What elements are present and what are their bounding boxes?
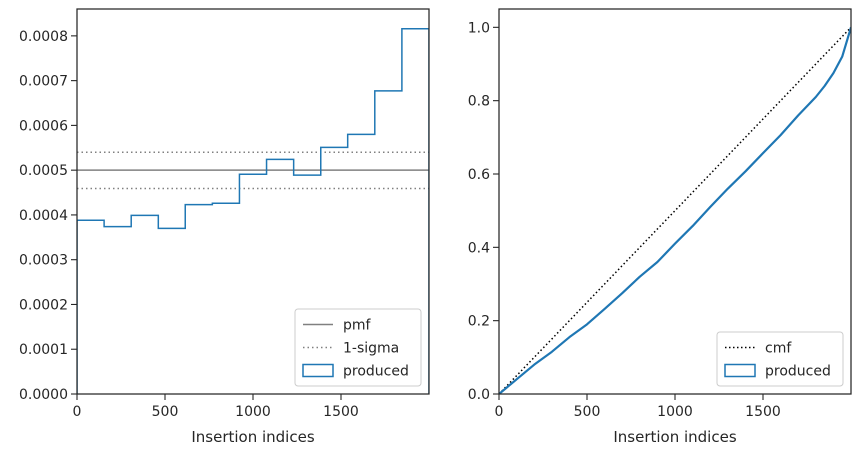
legend-label-pmf: pmf <box>343 318 372 334</box>
right-chart: 0 500 1000 1500 0.0 0.2 0.4 0.6 0.8 1.0 Insertion … <box>468 8 852 446</box>
cmf-line <box>499 26 851 394</box>
y-tick-label: 1.0 <box>468 20 490 36</box>
x-tick-label: 0 <box>495 404 504 420</box>
legend-box <box>716 331 844 387</box>
produced-line <box>499 27 851 394</box>
legend-swatch-produced <box>302 363 334 378</box>
x-tick-label: 1500 <box>745 404 781 420</box>
x-tick-label: 500 <box>574 404 601 420</box>
axes-frame <box>498 8 852 395</box>
legend-box <box>294 308 422 387</box>
legend: pmf 1-sigma produced <box>294 308 422 387</box>
axes-frame <box>76 8 430 395</box>
y-tick-label: 0.0002 <box>19 297 68 313</box>
y-tick-label: 0.0001 <box>19 342 68 358</box>
legend: cmf produced <box>716 331 844 387</box>
y-tick-label: 0.0003 <box>19 253 68 269</box>
y-tick-label: 0.6 <box>468 167 490 183</box>
x-tick-label: 1500 <box>323 404 359 420</box>
y-tick-label: 0.0007 <box>19 74 68 90</box>
y-tick-label: 0.0008 <box>19 29 68 45</box>
y-tick-label: 0.0006 <box>19 118 68 134</box>
y-tick-label: 0.0000 <box>19 387 68 403</box>
y-tick-label: 0.0004 <box>19 208 68 224</box>
x-tick-label: 1000 <box>657 404 693 420</box>
x-axis-label: Insertion indices <box>191 428 314 446</box>
y-tick-label: 0.8 <box>468 94 490 110</box>
plot-area <box>77 27 429 394</box>
plot-area <box>499 26 851 394</box>
left-chart: 0 500 1000 1500 0.0000 0.0001 0.0002 0.0003 0.00… <box>19 8 430 446</box>
y-tick-label: 0.2 <box>468 314 490 330</box>
x-axis-label: Insertion indices <box>613 428 736 446</box>
x-tick-label: 1000 <box>235 404 271 420</box>
y-tick-label: 0.0 <box>468 387 490 403</box>
x-tick-label: 500 <box>152 404 179 420</box>
legend-label-cmf: cmf <box>765 341 792 357</box>
legend-label-produced: produced <box>343 364 409 380</box>
y-tick-label: 0.0005 <box>19 163 68 179</box>
y-tick-label: 0.4 <box>468 240 490 256</box>
legend-label-produced: produced <box>765 364 831 380</box>
x-tick-label: 0 <box>73 404 82 420</box>
legend-swatch-produced <box>724 363 756 378</box>
produced-histogram <box>77 27 429 394</box>
legend-label-sigma: 1-sigma <box>343 341 399 357</box>
